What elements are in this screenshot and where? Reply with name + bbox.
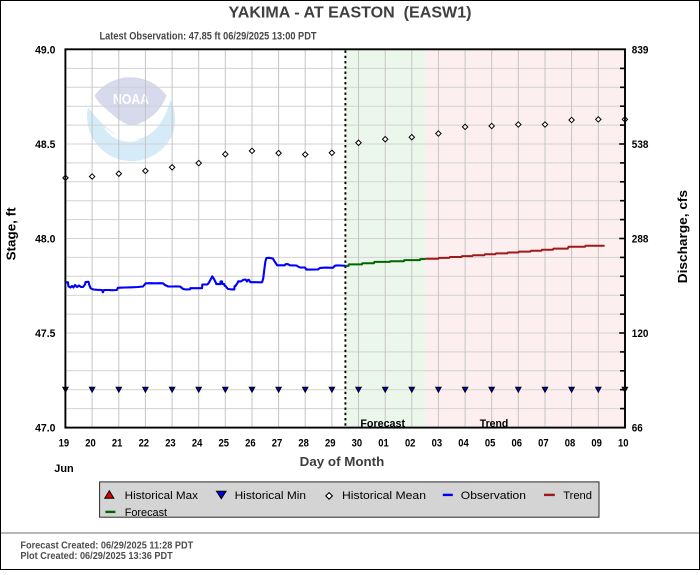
svg-text:03: 03 [432, 438, 443, 450]
svg-text:Trend: Trend [480, 418, 509, 430]
svg-text:Plot Created: 06/29/2025 13:36: Plot Created: 06/29/2025 13:36 PDT [20, 550, 173, 562]
svg-text:23: 23 [165, 438, 176, 450]
svg-text:Observation: Observation [461, 490, 526, 502]
svg-text:288: 288 [632, 234, 649, 246]
svg-text:22: 22 [139, 438, 150, 450]
svg-text:Historical Max: Historical Max [125, 490, 199, 502]
svg-text:05: 05 [485, 438, 496, 450]
svg-text:20: 20 [85, 438, 96, 450]
svg-text:47.5: 47.5 [35, 328, 55, 340]
svg-text:47.0: 47.0 [35, 423, 55, 435]
svg-text:26: 26 [245, 438, 256, 450]
svg-text:02: 02 [405, 438, 416, 450]
svg-text:28: 28 [298, 438, 309, 450]
svg-text:Forecast: Forecast [360, 418, 405, 430]
svg-text:07: 07 [538, 438, 549, 450]
svg-text:Forecast Created: 06/29/2025 1: Forecast Created: 06/29/2025 11:28 PDT [20, 539, 193, 551]
svg-text:19: 19 [59, 438, 70, 450]
svg-text:Stage, ft: Stage, ft [4, 207, 19, 261]
svg-text:29: 29 [325, 438, 336, 450]
svg-text:24: 24 [192, 438, 203, 450]
svg-text:25: 25 [218, 438, 229, 450]
svg-text:21: 21 [112, 438, 123, 450]
svg-text:YAKIMA - AT EASTON (EASW1): YAKIMA - AT EASTON (EASW1) [229, 5, 472, 22]
svg-text:06: 06 [511, 438, 522, 450]
svg-text:Historical Min: Historical Min [235, 490, 306, 502]
svg-text:04: 04 [458, 438, 469, 450]
svg-text:NOAA: NOAA [113, 91, 149, 108]
svg-text:48.0: 48.0 [35, 234, 55, 246]
svg-text:66: 66 [632, 423, 643, 435]
svg-text:27: 27 [272, 438, 283, 450]
svg-text:09: 09 [591, 438, 602, 450]
svg-text:Discharge, cfs: Discharge, cfs [675, 190, 690, 283]
svg-text:Forecast: Forecast [125, 507, 168, 519]
svg-text:48.5: 48.5 [35, 139, 55, 151]
svg-text:120: 120 [632, 328, 649, 340]
svg-text:Trend: Trend [563, 490, 592, 502]
svg-text:30: 30 [352, 438, 363, 450]
svg-text:49.0: 49.0 [35, 45, 55, 57]
svg-text:08: 08 [565, 438, 576, 450]
svg-text:Latest Observation: 47.85 ft 0: Latest Observation: 47.85 ft 06/29/2025 … [100, 31, 317, 43]
svg-text:10: 10 [618, 438, 629, 450]
svg-text:Historical Mean: Historical Mean [342, 490, 426, 502]
svg-text:538: 538 [632, 139, 649, 151]
svg-text:01: 01 [378, 438, 389, 450]
svg-text:Day of Month: Day of Month [300, 454, 385, 469]
svg-text:Jun: Jun [54, 463, 74, 475]
svg-text:839: 839 [632, 45, 649, 57]
